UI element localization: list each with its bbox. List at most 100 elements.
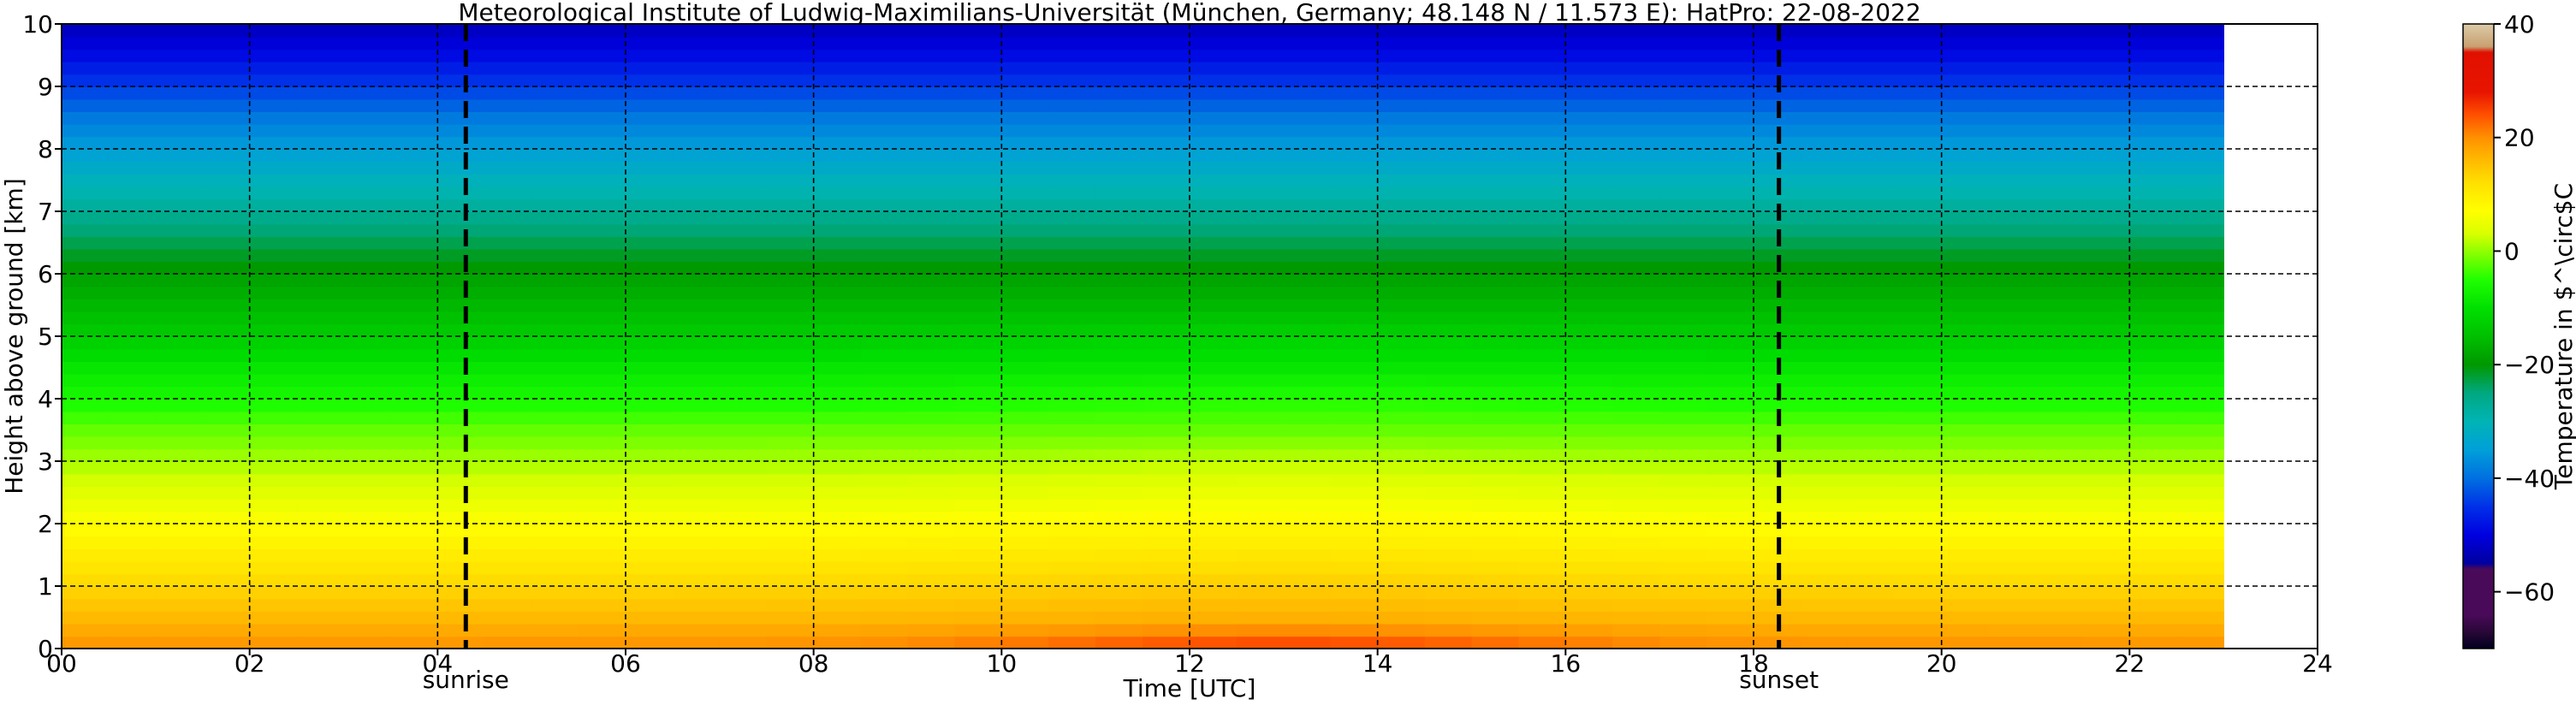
- heatmap-cell: [62, 586, 110, 600]
- heatmap-cell: [1001, 598, 1050, 612]
- heatmap-cell: [202, 560, 251, 575]
- heatmap-cell: [202, 373, 251, 388]
- heatmap-cell: [1236, 248, 1285, 263]
- heatmap-cell: [202, 198, 251, 212]
- heatmap-cell: [1190, 174, 1238, 187]
- heatmap-cell: [1048, 473, 1096, 487]
- heatmap-cell: [1565, 111, 1614, 125]
- heatmap-cell: [626, 399, 674, 412]
- heatmap-cell: [1894, 86, 1943, 100]
- heatmap-cell: [2176, 186, 2224, 200]
- heatmap-cell: [1612, 311, 1660, 325]
- heatmap-cell: [2129, 611, 2178, 625]
- heatmap-cell: [437, 435, 486, 450]
- heatmap-cell: [296, 598, 345, 612]
- heatmap-cell: [1001, 211, 1050, 225]
- heatmap-cell: [108, 299, 157, 312]
- heatmap-cell: [1377, 149, 1426, 163]
- heatmap-cell: [155, 586, 204, 600]
- heatmap-cell: [1894, 373, 1943, 388]
- heatmap-cell: [1706, 74, 1754, 87]
- x-tick-label: 04: [423, 649, 454, 678]
- heatmap-cell: [2035, 261, 2084, 275]
- y-tick-label: 7: [38, 198, 53, 226]
- heatmap-cell: [2035, 536, 2084, 549]
- heatmap-cell: [1190, 598, 1238, 612]
- heatmap-cell: [2176, 74, 2224, 87]
- heatmap-cell: [390, 61, 439, 75]
- heatmap-cell: [1988, 198, 2037, 212]
- heatmap-cell: [1988, 361, 2037, 375]
- heatmap-cell: [1894, 435, 1943, 450]
- heatmap-cell: [1847, 274, 1896, 287]
- heatmap-cell: [437, 299, 486, 312]
- heatmap-cell: [1095, 261, 1143, 275]
- heatmap-cell: [1706, 98, 1754, 112]
- heatmap-cell: [108, 524, 157, 537]
- heatmap-cell: [437, 348, 486, 362]
- heatmap-cell: [766, 174, 815, 187]
- heatmap-cell: [202, 248, 251, 263]
- heatmap-cell: [1565, 136, 1614, 150]
- heatmap-cell: [1612, 24, 1660, 38]
- heatmap-cell: [343, 211, 392, 225]
- heatmap-cell: [860, 348, 909, 362]
- heatmap-cell: [2035, 524, 2084, 537]
- heatmap-cell: [2082, 236, 2131, 250]
- heatmap-cell: [672, 524, 721, 537]
- heatmap-cell: [1471, 560, 1520, 575]
- heatmap-cell: [1095, 611, 1143, 625]
- heatmap-cell: [719, 111, 768, 125]
- heatmap-cell: [907, 136, 956, 150]
- heatmap-cell: [390, 311, 439, 325]
- heatmap-cell: [1754, 424, 1801, 437]
- heatmap-cell: [860, 223, 909, 237]
- heatmap-cell: [1988, 161, 2037, 175]
- heatmap-cell: [155, 461, 204, 475]
- heatmap-cell: [719, 524, 768, 537]
- heatmap-cell: [954, 198, 1003, 212]
- heatmap-cell: [343, 311, 392, 325]
- heatmap-cell: [202, 573, 251, 587]
- heatmap-cell: [1095, 348, 1143, 362]
- heatmap-cell: [1424, 411, 1473, 424]
- heatmap-cell: [626, 586, 674, 600]
- heatmap-cell: [1377, 24, 1426, 38]
- heatmap-cell: [2129, 161, 2178, 175]
- heatmap-cell: [766, 448, 815, 462]
- heatmap-cell: [484, 511, 532, 524]
- heatmap-cell: [1001, 548, 1050, 562]
- heatmap-cell: [1190, 311, 1238, 325]
- heatmap-cell: [484, 336, 532, 350]
- heatmap-cell: [1988, 386, 2037, 400]
- heatmap-cell: [1659, 586, 1707, 600]
- heatmap-cell: [1095, 448, 1143, 462]
- heatmap-cell: [1471, 498, 1520, 512]
- heatmap-cell: [907, 86, 956, 100]
- heatmap-cell: [2035, 424, 2084, 437]
- heatmap-cell: [108, 111, 157, 125]
- heatmap-cell: [437, 86, 486, 100]
- heatmap-cell: [954, 174, 1003, 187]
- heatmap-cell: [390, 399, 439, 412]
- heatmap-cell: [1800, 399, 1849, 412]
- heatmap-cell: [1471, 161, 1520, 175]
- heatmap-cell: [1894, 611, 1943, 625]
- colorbar-tick-label: 0: [2504, 237, 2520, 265]
- heatmap-cell: [390, 348, 439, 362]
- heatmap-cell: [1659, 548, 1707, 562]
- heatmap-cell: [1659, 611, 1707, 625]
- heatmap-cell: [1518, 299, 1567, 312]
- heatmap-cell: [1800, 299, 1849, 312]
- heatmap-cell: [1236, 223, 1285, 237]
- heatmap-cell: [907, 286, 956, 299]
- heatmap-cell: [2176, 61, 2224, 75]
- heatmap-cell: [1941, 486, 1990, 500]
- heatmap-cell: [1283, 336, 1332, 350]
- heatmap-cell: [1143, 123, 1190, 138]
- heatmap-cell: [907, 336, 956, 350]
- heatmap-cell: [1800, 411, 1849, 424]
- heatmap-cell: [484, 386, 532, 400]
- heatmap-cell: [1706, 511, 1754, 524]
- heatmap-cell: [484, 373, 532, 388]
